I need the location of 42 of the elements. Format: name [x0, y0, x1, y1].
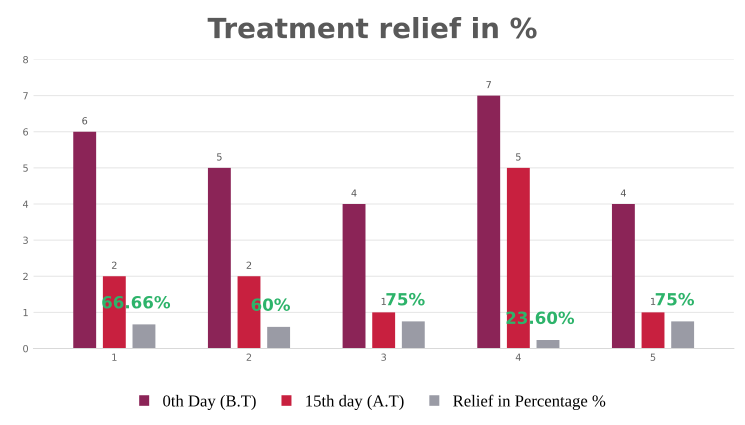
bar	[132, 324, 156, 348]
bar	[208, 168, 231, 348]
y-tick-label: 1	[24, 308, 28, 316]
y-tick-label: 8	[23, 56, 28, 64]
y-tick-label: 4	[22, 200, 28, 208]
data-label: 5	[217, 153, 222, 161]
bar	[267, 326, 290, 348]
data-label: 75%	[656, 292, 694, 306]
data-label: 5	[516, 153, 521, 161]
legend-label: 0th Day (B.T)	[163, 394, 256, 410]
data-label: 2	[246, 262, 252, 269]
y-tick-label: 3	[23, 236, 28, 244]
chart-title: Treatment relief in %	[208, 17, 537, 38]
x-tick-label: 5	[650, 354, 656, 361]
y-tick-label: 6	[23, 128, 28, 136]
x-tick-label: 2	[246, 354, 252, 361]
x-tick-label: 3	[381, 354, 386, 361]
bar	[477, 96, 500, 348]
bar	[671, 321, 694, 348]
y-tick-label: 5	[23, 164, 28, 172]
data-label: 6	[82, 117, 88, 124]
data-label: 7	[486, 81, 491, 88]
bar	[342, 204, 366, 348]
data-label: 1	[650, 298, 656, 305]
legend-label: 15th day (A.T)	[306, 394, 404, 410]
bar	[642, 312, 664, 348]
y-tick-label: 7	[23, 92, 28, 100]
x-tick-label: 4	[516, 354, 521, 361]
legend-label: Relief in Percentage %	[453, 394, 606, 410]
bar	[372, 312, 396, 348]
data-label: 4	[620, 189, 626, 197]
x-tick-label: 1	[112, 354, 117, 361]
bar	[73, 132, 96, 348]
data-label: 4	[351, 189, 357, 197]
y-tick-label: 0	[23, 344, 28, 352]
bar	[536, 340, 560, 348]
data-label: 75%	[386, 292, 425, 306]
data-label: 1	[382, 298, 386, 305]
y-tick-label: 2	[23, 272, 28, 280]
data-label: 2	[112, 262, 116, 269]
bar	[612, 204, 635, 348]
bar	[402, 321, 425, 348]
